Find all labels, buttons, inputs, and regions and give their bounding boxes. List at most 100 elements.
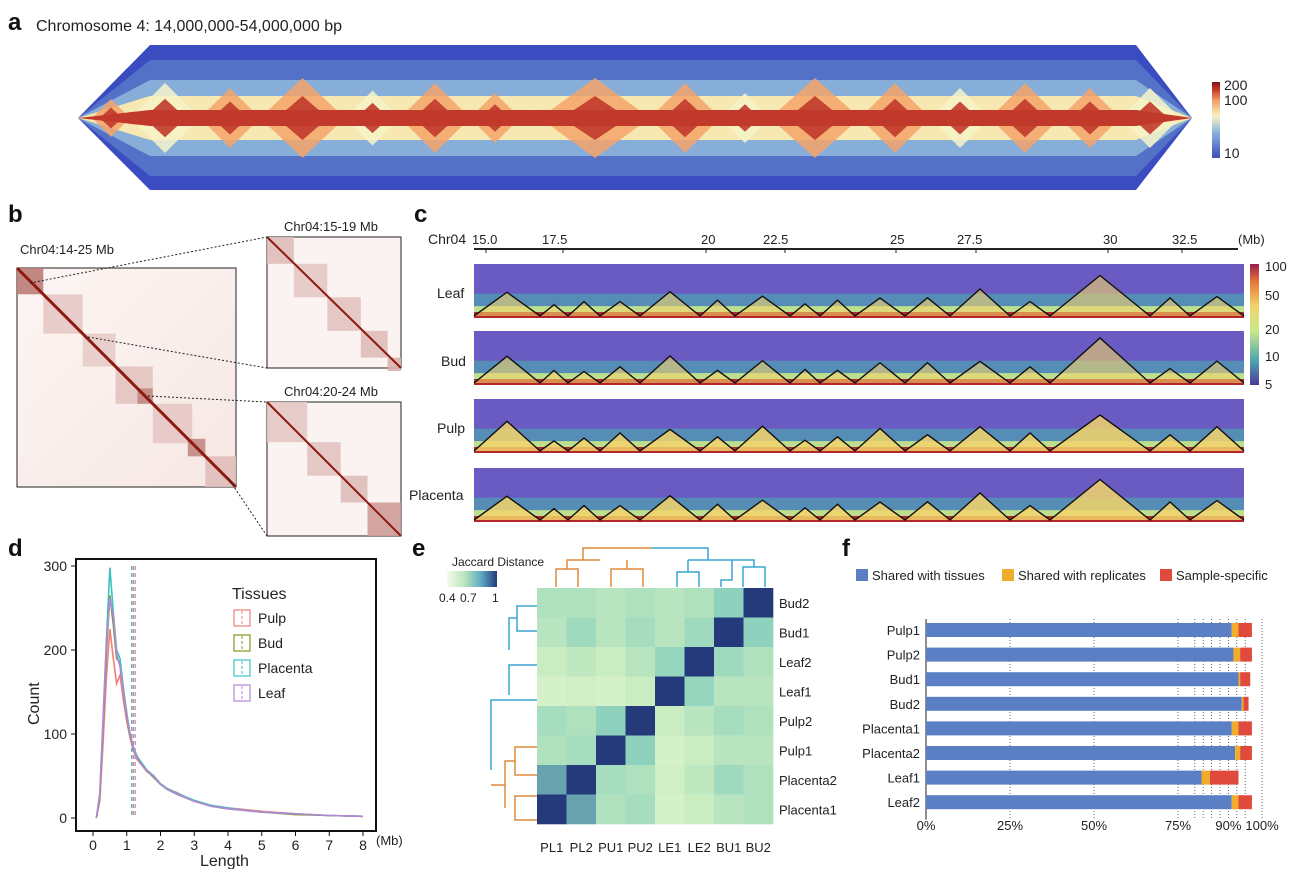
panel-e-xlabel: LE1 (658, 840, 681, 855)
panel-c-tad-fill (855, 298, 905, 316)
panel-f-bar-segment (1241, 696, 1244, 711)
panel-e-heat-cell (714, 647, 744, 677)
panel-b-zoom-connectors (29, 236, 268, 537)
panel-f-bar-segment (1238, 795, 1252, 810)
panel-e-ylabel: Leaf1 (779, 684, 812, 699)
panel-e-heat-cell (625, 588, 656, 618)
panel-a-cbar-tick-0: 200 (1224, 77, 1248, 93)
panel-d-series-line (95, 597, 364, 819)
panel-f-legend-swatch (1160, 569, 1172, 581)
panel-e-heat-cell (537, 588, 567, 618)
panel-f-category-label: Leaf2 (887, 795, 920, 810)
panel-e-heat-cell (537, 676, 567, 707)
panel-c-tad-fill (1050, 415, 1150, 451)
panel-f-legend-label: Shared with tissues (872, 568, 985, 583)
panel-e-heat-cell (625, 794, 656, 825)
panel-d-ytick-label: 300 (44, 558, 68, 574)
panel-b-zoom2-map (266, 401, 402, 537)
panel-b-main-map (15, 266, 238, 489)
panel-d-xtick-label: 8 (359, 837, 367, 853)
panel-d-xtick-label: 4 (224, 837, 232, 853)
panel-d-series-line (95, 628, 364, 819)
panel-f-bar-segment (1238, 672, 1241, 687)
panel-e-heat-cell (714, 794, 744, 825)
panel-f-bar-segment (1231, 795, 1239, 810)
panel-e-heat-cell (537, 735, 567, 766)
panel-c-tad-fill (820, 504, 855, 520)
panel-c-tad-outline (473, 274, 1245, 317)
panel-d-ylabel: Count (26, 682, 43, 725)
panel-f-category-label: Pulp2 (887, 648, 920, 663)
panel-e-heat-cell (684, 617, 715, 648)
panel-c-tad-fill (1190, 500, 1244, 520)
panel-f-category-label: Bud1 (890, 672, 920, 687)
panel-e-heat-cell (596, 588, 626, 618)
panel-c-tad-outline (473, 414, 1245, 452)
panel-c-tad-fill (735, 426, 790, 451)
panel-e-heat-cell (625, 706, 656, 736)
panel-a-contact-map (78, 45, 1192, 190)
panel-c-tad-fill (640, 356, 700, 383)
panel-c-tad-fill (905, 297, 950, 316)
panel-f-bar-segment (926, 770, 1202, 785)
panel-c-tad-fill (790, 369, 820, 383)
panel-e-heat-cell (655, 765, 685, 795)
panel-c-tad-fill (1150, 502, 1190, 520)
panel-e-heat-cell (596, 765, 626, 795)
panel-f-bar-segment (926, 647, 1234, 662)
panel-b-tad-block (360, 330, 388, 358)
panel-f-bar-segment (926, 623, 1232, 637)
panel-c-axis-tick-label: 27.5 (957, 232, 982, 247)
panel-a-cbar-tick-2: 10 (1224, 145, 1240, 161)
panel-label-a: a (8, 9, 22, 36)
panel-c-track-label-3: Placenta (409, 487, 464, 503)
panel-c-tad-fill (905, 362, 950, 383)
panel-d-series-line (95, 567, 364, 819)
panel-b-main-title: Chr04:14-25 Mb (20, 242, 114, 257)
panel-f-bar-segment (926, 795, 1232, 810)
panel-e-heat-cell (537, 794, 567, 825)
panel-c-axis-tick-label: 25 (890, 232, 904, 247)
panel-c-tad-fill (905, 501, 950, 520)
panel-e-heat-cell (566, 735, 597, 766)
panel-e-dendrograms (490, 547, 766, 821)
panel-c-cbar-tick-3: 10 (1265, 349, 1279, 364)
panel-e-heat-cell (743, 706, 774, 736)
panel-d-xtick-label: 3 (190, 837, 198, 853)
panel-e-heat-cell (596, 617, 626, 648)
panel-e-heat-cell (714, 676, 744, 707)
panel-e-heat-cell (566, 794, 597, 825)
panel-c-cbar-tick-1: 50 (1265, 288, 1279, 303)
panel-d-frame (75, 558, 377, 832)
panel-e-heat-cell (743, 676, 774, 707)
panel-d-xunit: (Mb) (376, 833, 403, 848)
panel-e-heat-cell (743, 735, 774, 766)
panel-c-axis-tick-label: 32.5 (1172, 232, 1197, 247)
panel-d-legend-swatch (233, 634, 251, 652)
panel-e-heat-cell (684, 794, 715, 825)
panel-e-heat-cell (714, 588, 744, 618)
panel-c-tad-fill (700, 370, 735, 383)
panel-e-heat-cell (625, 617, 656, 648)
panel-d-legend-label: Bud (258, 635, 283, 651)
panel-label-f: f (842, 535, 851, 562)
panel-f-bar-segment (1238, 623, 1252, 637)
panel-c-cbar-tick-0: 100 (1265, 259, 1287, 274)
panel-d-legend-title: Tissues (232, 586, 287, 603)
panel-d-legend-label: Placenta (258, 660, 313, 676)
panel-c-tad-outline (473, 337, 1245, 384)
panel-b-tad-block (327, 297, 361, 331)
panel-label-c: c (414, 201, 427, 228)
panel-c-tad-fill (474, 356, 540, 383)
panel-c-tad-fill (1010, 366, 1050, 383)
panel-c-tad-fill (735, 500, 790, 520)
panel-f-bar-segment (1231, 721, 1239, 736)
panel-e-heat-cell (596, 794, 626, 825)
panel-b-zoom1-map (266, 236, 402, 371)
panel-d-xtick-label: 1 (123, 837, 131, 853)
panel-f-xtick-label: 25% (997, 818, 1023, 833)
panel-d-legend-swatch (233, 609, 251, 627)
panel-c-tad-fill (735, 296, 790, 316)
panel-c-tad-fill (1150, 368, 1190, 383)
panel-c-tad-fill (855, 428, 905, 451)
